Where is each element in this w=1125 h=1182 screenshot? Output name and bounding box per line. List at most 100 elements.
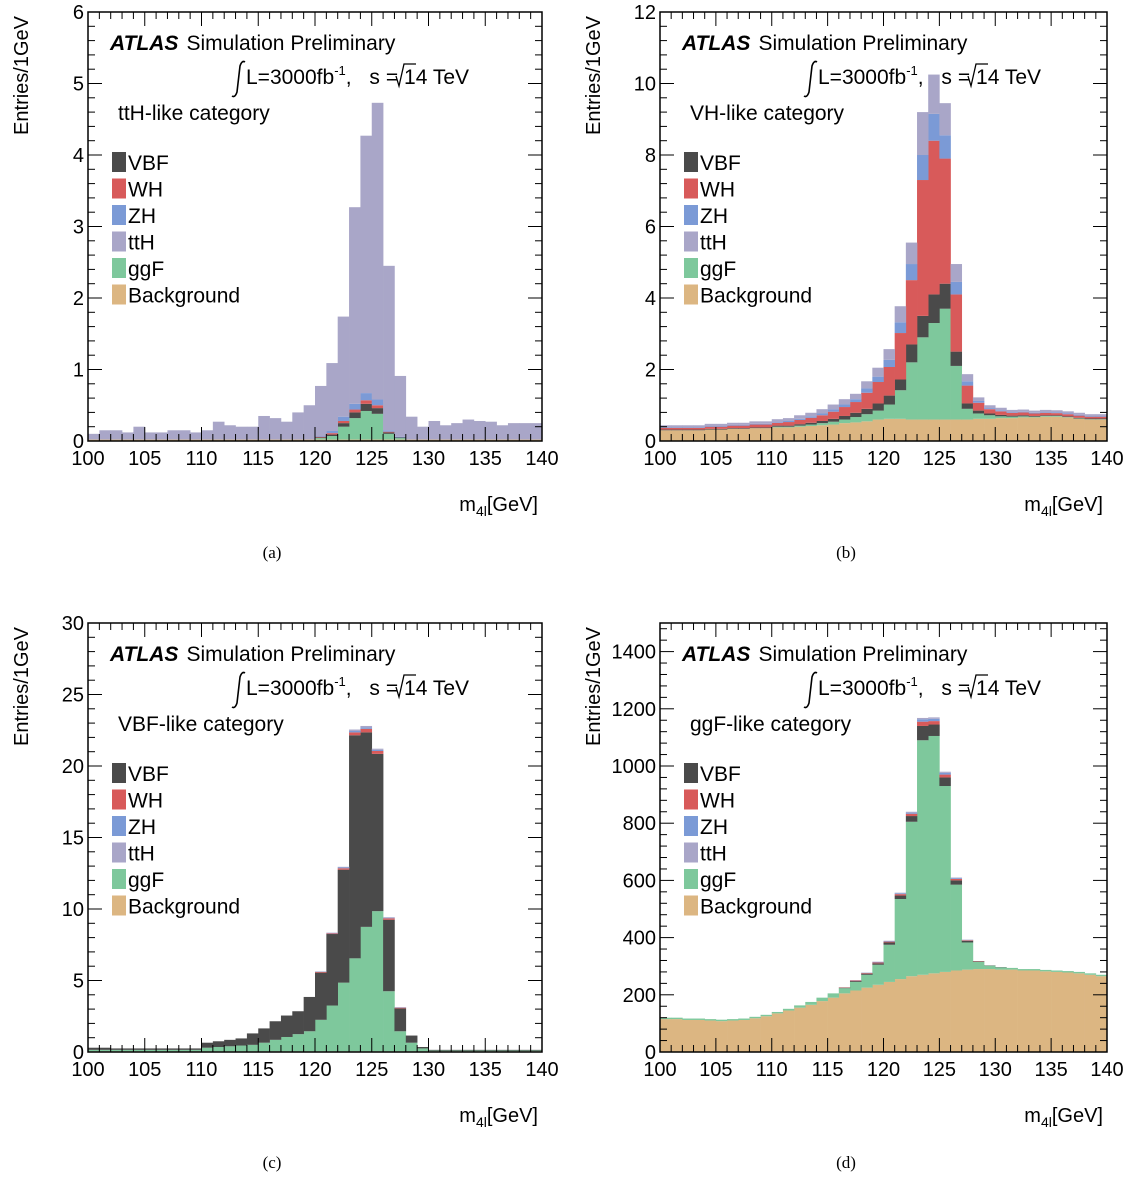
x-tick-label: 130 — [412, 448, 445, 470]
bar-tth-134 — [1039, 409, 1052, 413]
bar-ggf-119 — [303, 1031, 316, 1052]
bar-background-126 — [950, 419, 963, 441]
legend-swatch-wh — [112, 178, 126, 199]
bar-wh-113 — [805, 417, 817, 423]
bar-vbf-127 — [394, 437, 407, 439]
bar-zh-119 — [872, 376, 884, 383]
bar-vbf-138 — [1084, 418, 1097, 420]
bar-wh-123 — [917, 180, 929, 316]
bar-tth-100 — [88, 433, 100, 440]
bar-tth-101 — [99, 430, 111, 440]
bar-vbf-104 — [704, 428, 717, 430]
bar-vbf-124 — [360, 403, 373, 411]
bar-background-125 — [939, 419, 951, 441]
bar-tth-124 — [928, 717, 940, 719]
sqrt-icon — [395, 674, 416, 700]
x-tick-label: 135 — [469, 448, 502, 470]
bar-background-137 — [1073, 418, 1085, 441]
bar-background-125 — [939, 971, 951, 1052]
bar-wh-103 — [693, 427, 705, 430]
bar-zh-120 — [883, 941, 895, 942]
bar-vbf-138 — [519, 1049, 531, 1051]
bar-tth-139 — [1095, 414, 1108, 416]
legend-swatch-zh — [684, 816, 698, 836]
bar-background-132 — [1017, 970, 1030, 1052]
bar-tth-128 — [405, 416, 418, 440]
panel-caption: (c) — [263, 1153, 282, 1172]
x-axis-label: m4l[GeV] — [459, 494, 538, 519]
bar-vbf-130 — [995, 414, 1007, 417]
bar-ggf-110 — [201, 1047, 214, 1052]
bar-tth-107 — [167, 430, 180, 440]
bar-vbf-128 — [972, 410, 985, 414]
bar-vbf-137 — [507, 1049, 520, 1051]
bar-tth-102 — [110, 430, 123, 440]
bar-wh-119 — [872, 962, 884, 964]
bar-ggf-131 — [439, 1050, 452, 1052]
lumi-comma: , — [918, 66, 930, 89]
bar-ggf-102 — [682, 1018, 694, 1020]
y-tick-label: 6 — [73, 2, 84, 24]
bar-wh-124 — [928, 140, 940, 295]
bar-ggf-112 — [794, 425, 806, 427]
bar-vbf-112 — [224, 1039, 236, 1047]
bar-tth-133 — [462, 419, 475, 440]
bar-tth-131 — [1006, 409, 1018, 413]
bar-zh-135 — [1051, 412, 1063, 414]
bar-wh-121 — [326, 933, 338, 935]
lumi-label: L=3000fb-1, s = 14 TeV — [246, 63, 469, 89]
bar-ggf-127 — [961, 942, 974, 970]
lumi-label: L=3000fb-1, s = 14 TeV — [818, 674, 1041, 700]
bar-ggf-123 — [917, 337, 929, 420]
x-tick-label: 100 — [643, 448, 676, 470]
bar-wh-122 — [337, 420, 350, 424]
bar-ggf-132 — [1017, 416, 1030, 418]
atlas-label: ATLAS Simulation Preliminary — [109, 643, 396, 666]
bar-tth-131 — [439, 425, 452, 440]
legend-swatch-vbf — [684, 763, 698, 783]
y-tick-label: 0 — [73, 1042, 84, 1064]
bar-zh-127 — [961, 381, 974, 386]
series-vbf — [838, 724, 1007, 989]
bar-vbf-128 — [405, 1035, 418, 1043]
panel-caption: (b) — [836, 543, 856, 562]
bar-wh-122 — [905, 280, 918, 345]
bar-tth-114 — [246, 426, 259, 440]
legend-swatch-ggf — [684, 869, 698, 889]
legend-label-wh: WH — [128, 790, 163, 813]
bar-background-139 — [1095, 976, 1108, 1052]
bar-background-122 — [905, 419, 918, 441]
bar-ggf-136 — [1062, 971, 1074, 973]
panel-caption: (a) — [263, 543, 282, 562]
legend-swatch-wh — [684, 789, 698, 810]
bar-background-108 — [749, 428, 761, 441]
bar-ggf-106 — [727, 1019, 739, 1021]
bar-tth-137 — [1073, 412, 1085, 415]
bar-vbf-120 — [883, 395, 895, 405]
bar-background-134 — [1039, 971, 1052, 1052]
x-tick-label: 120 — [867, 1059, 900, 1081]
legend-label-background: Background — [700, 285, 812, 308]
bar-tth-105 — [144, 432, 157, 440]
bar-zh-128 — [972, 400, 985, 403]
y-tick-label: 30 — [62, 613, 84, 635]
bar-tth-123 — [349, 207, 361, 404]
energy-value: = 14 TeV — [958, 66, 1041, 89]
bar-ggf-120 — [315, 438, 327, 440]
atlas-label: ATLAS Simulation Preliminary — [681, 643, 968, 666]
bar-wh-125 — [371, 750, 384, 754]
bar-vbf-127 — [394, 1008, 407, 1032]
x-tick-label: 115 — [242, 1059, 274, 1081]
bar-vbf-132 — [451, 1049, 463, 1051]
lumi-exponent: -1 — [906, 674, 918, 689]
bar-ggf-134 — [1039, 969, 1052, 972]
category-label: ggF-like category — [690, 713, 852, 736]
legend-label-vbf: VBF — [128, 763, 169, 786]
bar-ggf-103 — [693, 1018, 705, 1020]
bar-ggf-121 — [894, 898, 907, 980]
bar-background-101 — [671, 430, 683, 441]
bar-tth-130 — [428, 420, 441, 440]
bar-background-117 — [849, 422, 862, 441]
series-ggf — [771, 308, 1108, 428]
x-tick-label: 130 — [979, 448, 1012, 470]
